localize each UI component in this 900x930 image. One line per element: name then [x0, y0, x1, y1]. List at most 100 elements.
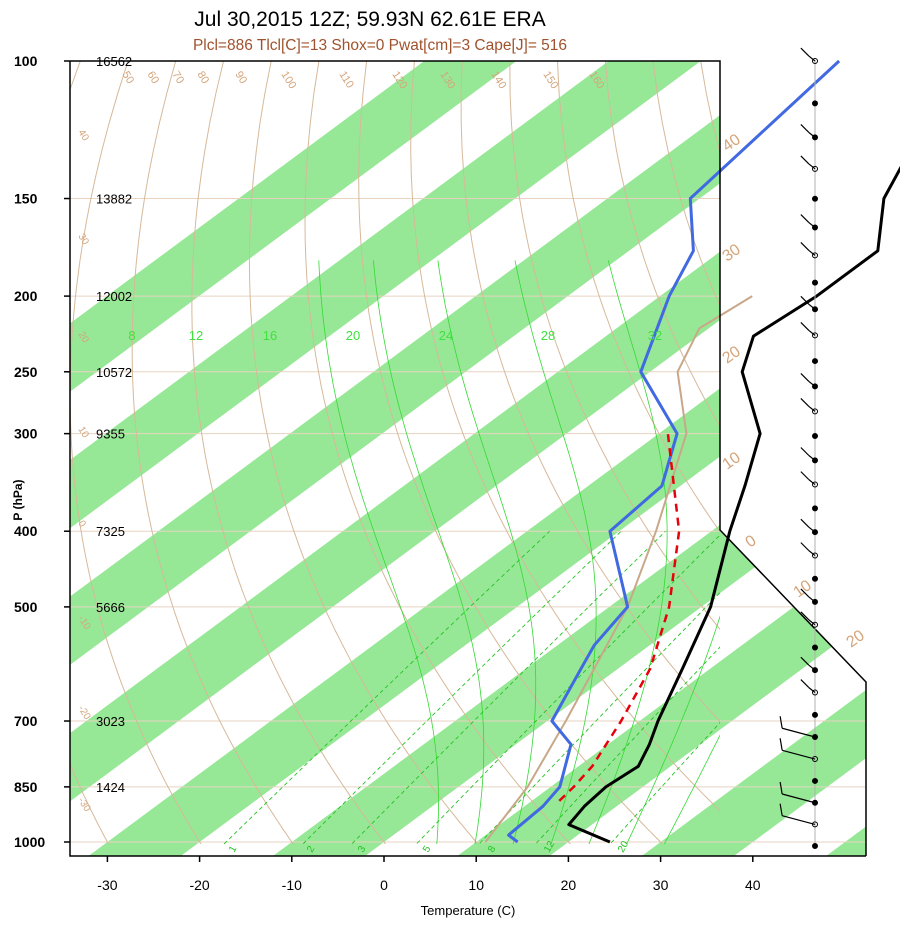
wind-barb-staff	[808, 526, 816, 533]
wind-barb-flag	[779, 738, 783, 751]
wind-station-dot	[812, 843, 818, 849]
wind-barb-staff	[808, 405, 816, 412]
wind-barb-staff	[808, 596, 816, 603]
wind-station-dot	[812, 711, 818, 718]
mixing-ratio-line	[534, 646, 720, 844]
x-tick-label: -30	[97, 877, 117, 893]
isotherm-label: 10	[791, 577, 815, 601]
environmental-temperature-tan-profile	[484, 295, 753, 843]
height-label: 1424	[96, 780, 125, 795]
wind-barb-staff	[808, 55, 816, 62]
x-tick-label: -20	[189, 877, 209, 893]
plot-frame	[69, 60, 867, 857]
wind-barb-staff	[781, 727, 816, 738]
wind-barb-flag	[779, 716, 783, 729]
y-axis-label: P (hPa)	[11, 479, 25, 520]
isotherm-band	[70, 61, 565, 856]
wind-station-dot	[812, 252, 818, 259]
isotherm-label: 20	[844, 627, 868, 651]
dry-adiabat	[358, 61, 664, 844]
wind-barb-flag	[800, 47, 810, 57]
parcel-profile	[558, 433, 681, 802]
wind-station-dot	[812, 777, 818, 784]
x-tick-label: 10	[468, 877, 484, 893]
dry-adiabat-side-label: 0	[75, 519, 88, 530]
wind-barb-flag	[800, 447, 810, 456]
pressure-tick-label: 300	[14, 426, 38, 442]
mixing-ratio-label: 2	[305, 844, 318, 855]
x-tick-label: -10	[282, 877, 302, 893]
moist-adiabat	[626, 615, 720, 844]
moist-adiabat-label: 16	[263, 328, 277, 343]
dry-adiabat	[509, 61, 720, 631]
dewpoint-profile	[507, 59, 841, 844]
height-label: 13882	[96, 192, 132, 207]
pressure-tick-label: 1000	[14, 834, 45, 850]
isotherm-band	[70, 61, 866, 856]
pressure-tick-label: 500	[14, 599, 38, 615]
wind-barb-flag	[800, 373, 810, 382]
moist-adiabat	[663, 734, 720, 844]
wind-barb-staff	[808, 249, 816, 256]
dry-adiabat-label: 60	[144, 69, 161, 86]
dry-adiabat	[70, 61, 110, 844]
wind-barb-staff	[781, 815, 816, 826]
x-tick-label: 20	[561, 877, 577, 893]
wind-station-dot	[812, 58, 818, 64]
mixing-ratio-line	[351, 530, 666, 844]
dry-adiabat	[410, 61, 720, 812]
wind-barb-flag	[800, 471, 810, 481]
wind-barb-flag	[800, 679, 810, 689]
wind-station-dot	[812, 481, 818, 488]
wind-barb-staff	[808, 329, 816, 336]
wind-barb-column	[779, 47, 818, 849]
mixing-ratio-label: 5	[421, 844, 434, 855]
wind-barb-staff	[808, 664, 816, 671]
x-tick-label: 40	[745, 877, 761, 893]
wind-barb-staff	[781, 749, 816, 760]
pressure-tick-label: 400	[14, 523, 38, 539]
wind-station-dot	[812, 408, 818, 415]
pressure-tick-label: 100	[14, 53, 38, 69]
dry-adiabat-label: 50	[119, 69, 136, 86]
wind-barb-flag	[800, 542, 810, 552]
chart-title: Jul 30,2015 12Z; 59.93N 62.61E ERA	[194, 8, 546, 31]
isotherm-band	[80, 61, 866, 856]
moist-adiabat-label: 28	[541, 328, 555, 343]
dry-adiabat-side-label: 10	[75, 425, 90, 441]
wind-barb-staff	[808, 132, 816, 138]
moist-adiabat	[588, 260, 668, 844]
wind-barb-flag	[800, 588, 810, 598]
wind-barb-flag	[800, 214, 810, 223]
height-label: 7325	[96, 524, 125, 539]
dry-adiabat-label: 110	[336, 69, 355, 90]
wind-station-dot	[812, 756, 818, 763]
wind-barb-flag	[800, 611, 810, 621]
moist-adiabat	[514, 260, 597, 844]
isotherm-label: 20	[720, 343, 744, 367]
wind-barb-staff	[808, 455, 816, 461]
dry-adiabat	[0, 61, 33, 859]
wind-barb-staff	[808, 222, 816, 228]
height-label: 10572	[96, 365, 132, 380]
wind-barb-staff	[808, 550, 816, 556]
wind-barb-staff	[781, 793, 816, 804]
wind-barb-staff	[808, 163, 816, 170]
wind-station-dot	[812, 644, 818, 651]
dry-adiabat-side-label: 40	[75, 128, 90, 144]
moist-adiabats	[318, 260, 720, 844]
isotherm-label: 10	[720, 449, 744, 473]
dry-adiabat	[304, 61, 571, 844]
isotherm-label: 0	[743, 532, 760, 551]
dry-adiabat-label: 80	[194, 69, 211, 86]
x-tick-label: 30	[653, 877, 669, 893]
wind-station-dot	[812, 433, 818, 440]
x-axis-label: Temperature (C)	[421, 903, 516, 918]
mixing-ratio-label: 12	[542, 839, 557, 855]
dry-adiabat-side-label: 30	[75, 232, 90, 248]
wind-station-dot	[812, 821, 818, 828]
wind-station-dot	[812, 195, 818, 202]
height-label: 3023	[96, 714, 125, 729]
wind-barb-flag	[779, 803, 783, 816]
